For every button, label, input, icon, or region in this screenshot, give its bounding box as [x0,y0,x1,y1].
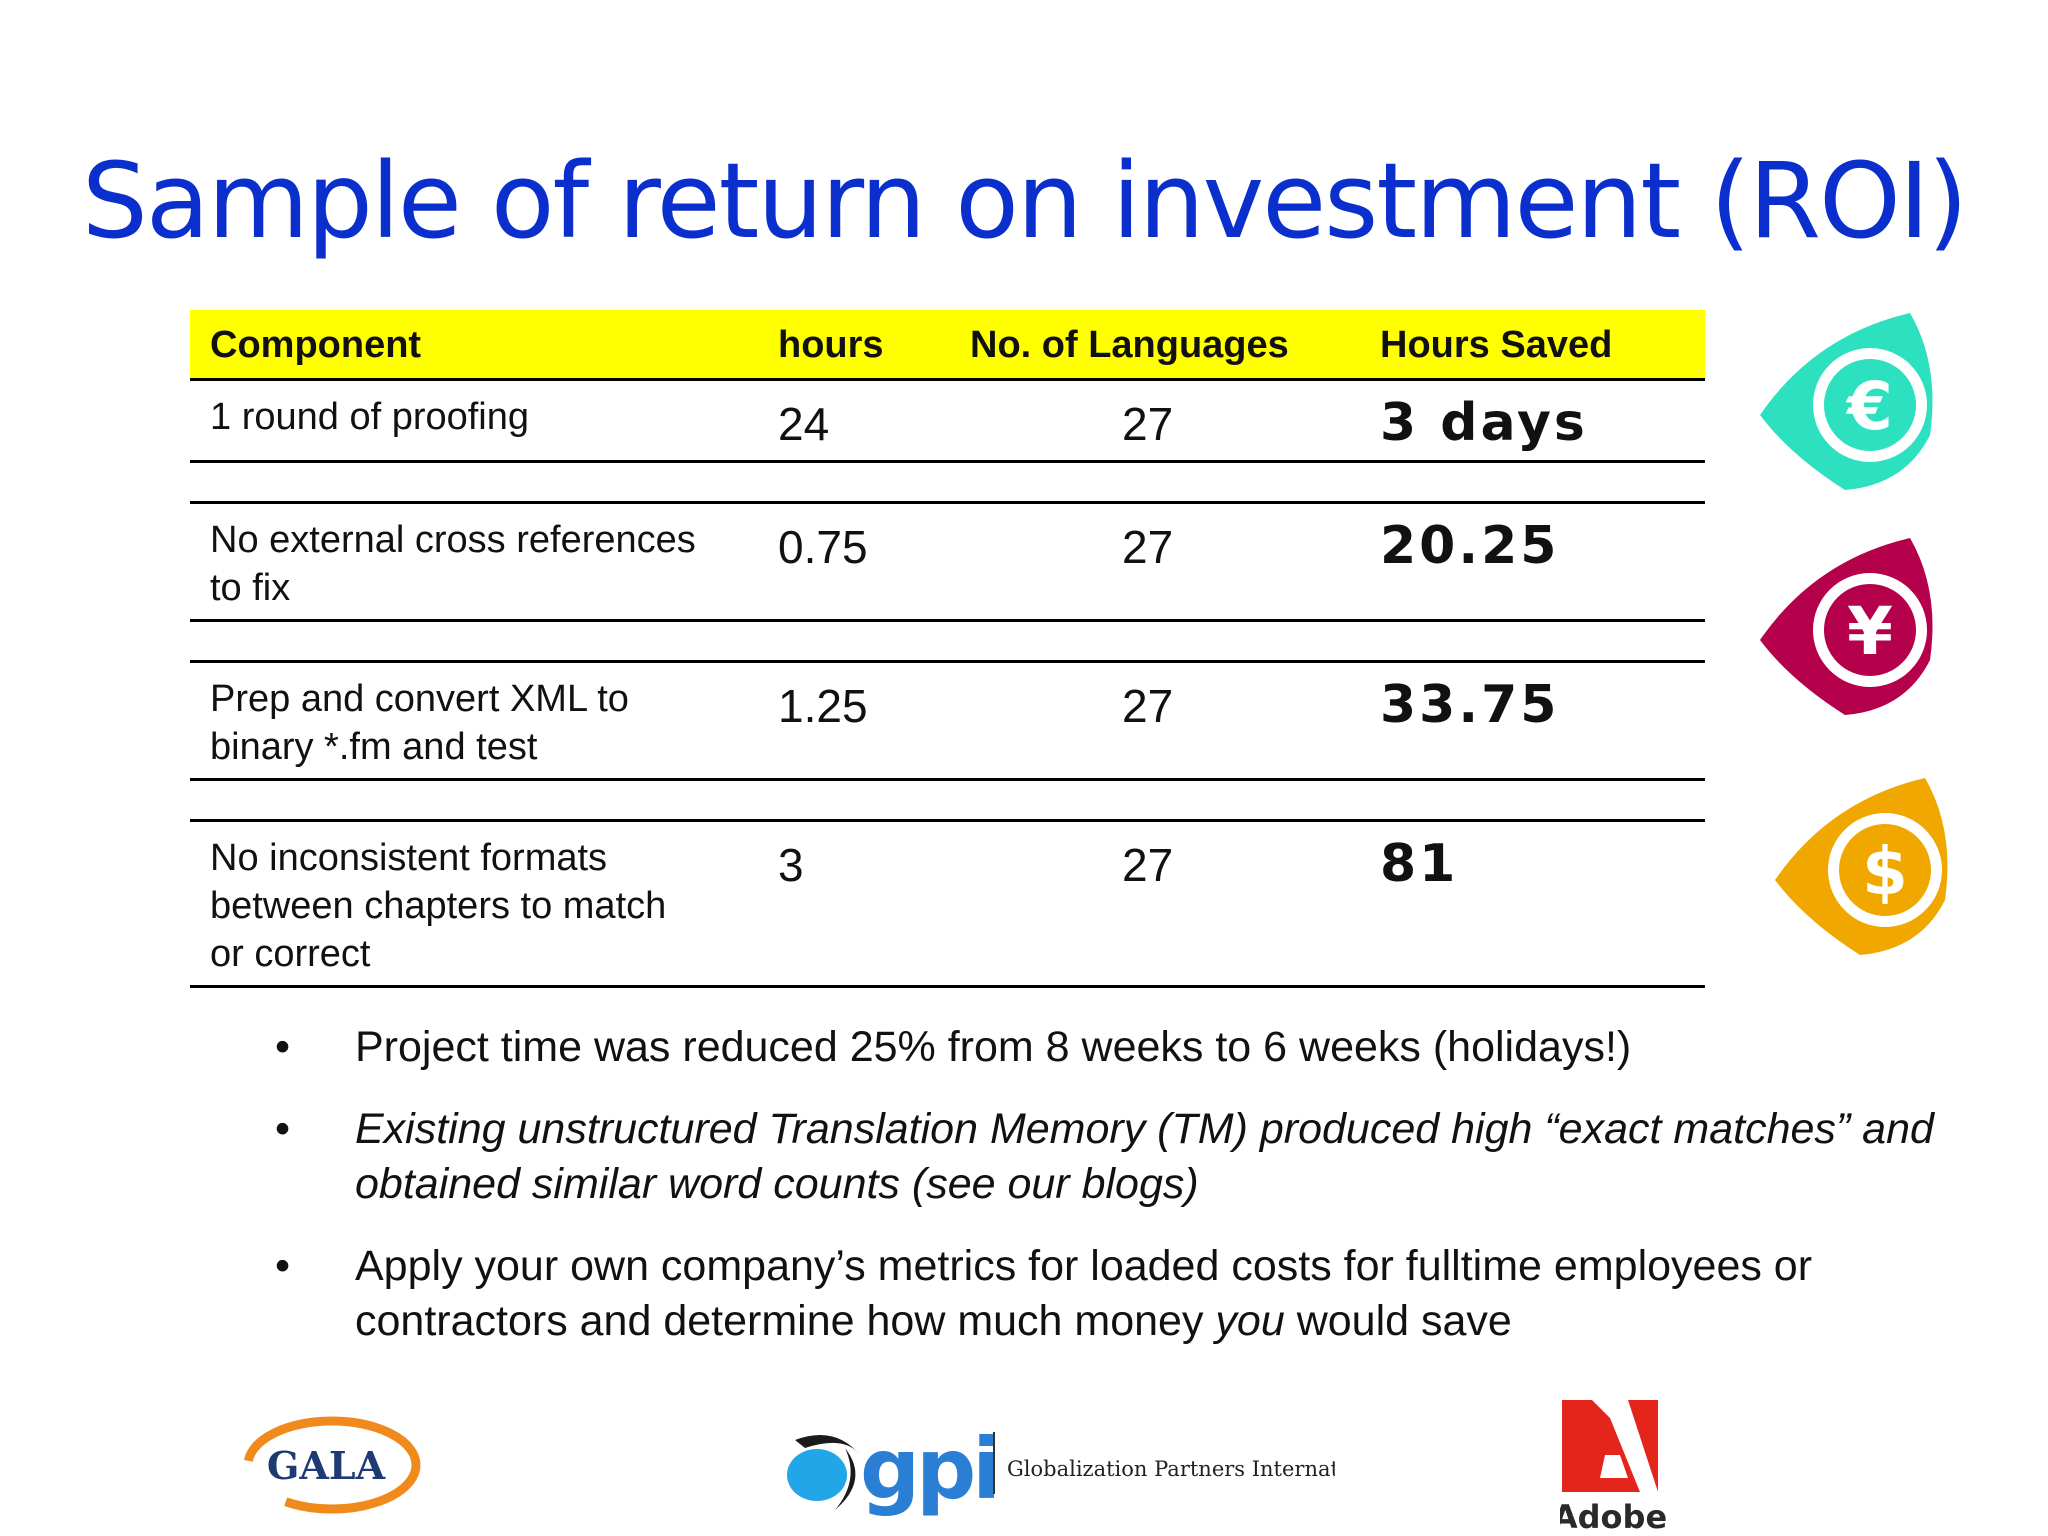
svg-text:GALA: GALA [267,1443,386,1488]
bullet-dot: • [275,1242,291,1290]
languages-cell: 27 [1122,398,1174,450]
languages-cell: 27 [1122,839,1174,891]
hours-saved-cell: 3 days [1380,393,1588,453]
table-row: No external cross references to fix 0.75… [190,504,1705,622]
header-languages: No. of Languages [970,324,1289,366]
hours-cell: 24 [778,398,830,450]
svg-text:Globalization Partners Interna: Globalization Partners International [1007,1457,1335,1481]
hours-cell: 0.75 [778,521,868,573]
header-hours-saved: Hours Saved [1380,324,1613,366]
hours-cell: 1.25 [778,680,868,732]
bullet-dot: • [275,1105,291,1153]
component-cell: No external cross references to fix [210,519,696,609]
bullet-item: • Project time was reduced 25% from 8 we… [275,1020,1975,1075]
table-header: Component hours No. of Languages Hours S… [190,310,1705,381]
bullet-item: • Existing unstructured Translation Memo… [275,1102,1975,1212]
table-row: 1 round of proofing 24 27 3 days [190,381,1705,463]
table-row: Prep and convert XML to binary *.fm and … [190,663,1705,781]
hours-saved-cell: 81 [1380,834,1459,894]
component-cell: 1 round of proofing [210,396,530,438]
svg-text:$: $ [1862,833,1908,910]
header-hours: hours [778,324,884,366]
bullet-dot: • [275,1023,291,1071]
dollar-icon: $ [1775,778,1948,955]
header-component: Component [210,324,422,366]
table-spacer-row [190,781,1705,822]
svg-text:gpi: gpi [860,1420,997,1518]
euro-icon: € [1760,313,1933,490]
gpi-logo: gpi Globalization Partners International [787,1420,1335,1518]
component-cell: No inconsistent formats between chapters… [210,837,667,975]
table-row: No inconsistent formats between chapters… [190,822,1705,988]
adobe-logo: Adobe [1560,1400,1667,1535]
gala-logo: GALA [243,1416,421,1514]
svg-text:¥: ¥ [1847,593,1893,670]
page-title: Sample of return on investment (ROI) [81,140,1968,262]
languages-cell: 27 [1122,680,1174,732]
roi-table: Component hours No. of Languages Hours S… [190,310,1705,988]
component-cell: Prep and convert XML to binary *.fm and … [210,678,629,768]
table-spacer-row [190,463,1705,504]
hours-saved-cell: 20.25 [1380,516,1560,576]
bullet-item: • Apply your own company’s metrics for l… [275,1239,1975,1349]
svg-text:Adobe: Adobe [1560,1498,1667,1535]
hours-cell: 3 [778,839,804,891]
yen-icon: ¥ [1760,538,1933,715]
languages-cell: 27 [1122,521,1174,573]
svg-text:€: € [1845,368,1893,445]
table-spacer-row [190,622,1705,663]
bullet-list: • Project time was reduced 25% from 8 we… [275,1020,1975,1376]
hours-saved-cell: 33.75 [1380,675,1560,735]
